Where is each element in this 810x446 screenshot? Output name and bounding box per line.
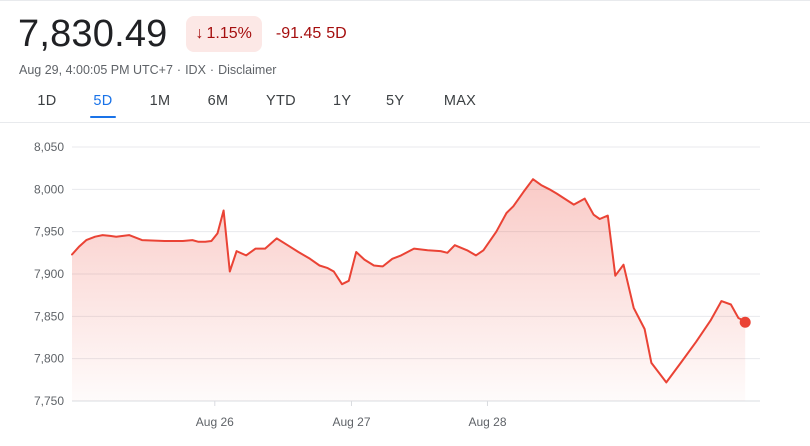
- x-tick-label: Aug 28: [468, 415, 506, 429]
- tab-ytd[interactable]: YTD: [266, 93, 296, 109]
- y-tick-label: 7,850: [34, 309, 64, 323]
- y-tick-label: 7,900: [34, 267, 64, 281]
- y-tick-label: 7,950: [34, 225, 64, 239]
- quote-header: 7,830.49 ↓ 1.15% -91.45 5D: [18, 12, 347, 56]
- change-summary: -91.45 5D: [276, 25, 347, 43]
- change-percent-badge: ↓ 1.15%: [185, 16, 262, 52]
- y-tick-label: 7,750: [34, 394, 64, 408]
- current-price: 7,830.49: [18, 13, 168, 55]
- meta-separator: ·: [209, 63, 215, 77]
- x-tick-label: Aug 26: [196, 415, 234, 429]
- tab-1d[interactable]: 1D: [37, 93, 57, 109]
- timestamp: Aug 29, 4:00:05 PM UTC+7: [19, 63, 173, 77]
- tab-5d[interactable]: 5D: [90, 88, 116, 118]
- series-line: [71, 178, 747, 384]
- arrow-down-icon: ↓: [195, 25, 204, 42]
- series-area: [72, 179, 746, 401]
- y-tick-label: 7,800: [34, 352, 64, 366]
- change-value: -91.45: [275, 25, 322, 42]
- tab-1m[interactable]: 1M: [149, 93, 171, 109]
- exchange-label: IDX: [185, 63, 206, 77]
- tab-5y[interactable]: 5Y: [386, 93, 405, 109]
- tab-max[interactable]: MAX: [443, 93, 477, 109]
- tab-6m[interactable]: 6M: [207, 93, 229, 109]
- y-tick-label: 8,000: [34, 182, 64, 196]
- last-point-marker: [739, 316, 751, 328]
- top-divider: [0, 0, 810, 1]
- change-period: 5D: [326, 25, 347, 42]
- change-percent: 1.15%: [206, 25, 252, 42]
- x-tick-label: Aug 27: [332, 415, 370, 429]
- tab-1y[interactable]: 1Y: [333, 93, 352, 109]
- tabs-divider: [0, 122, 810, 123]
- y-tick-label: 8,050: [34, 140, 64, 154]
- disclaimer-link[interactable]: Disclaimer: [218, 63, 277, 77]
- quote-meta: Aug 29, 4:00:05 PM UTC+7 · IDX · Disclaimer: [19, 63, 276, 77]
- meta-separator: ·: [176, 63, 182, 77]
